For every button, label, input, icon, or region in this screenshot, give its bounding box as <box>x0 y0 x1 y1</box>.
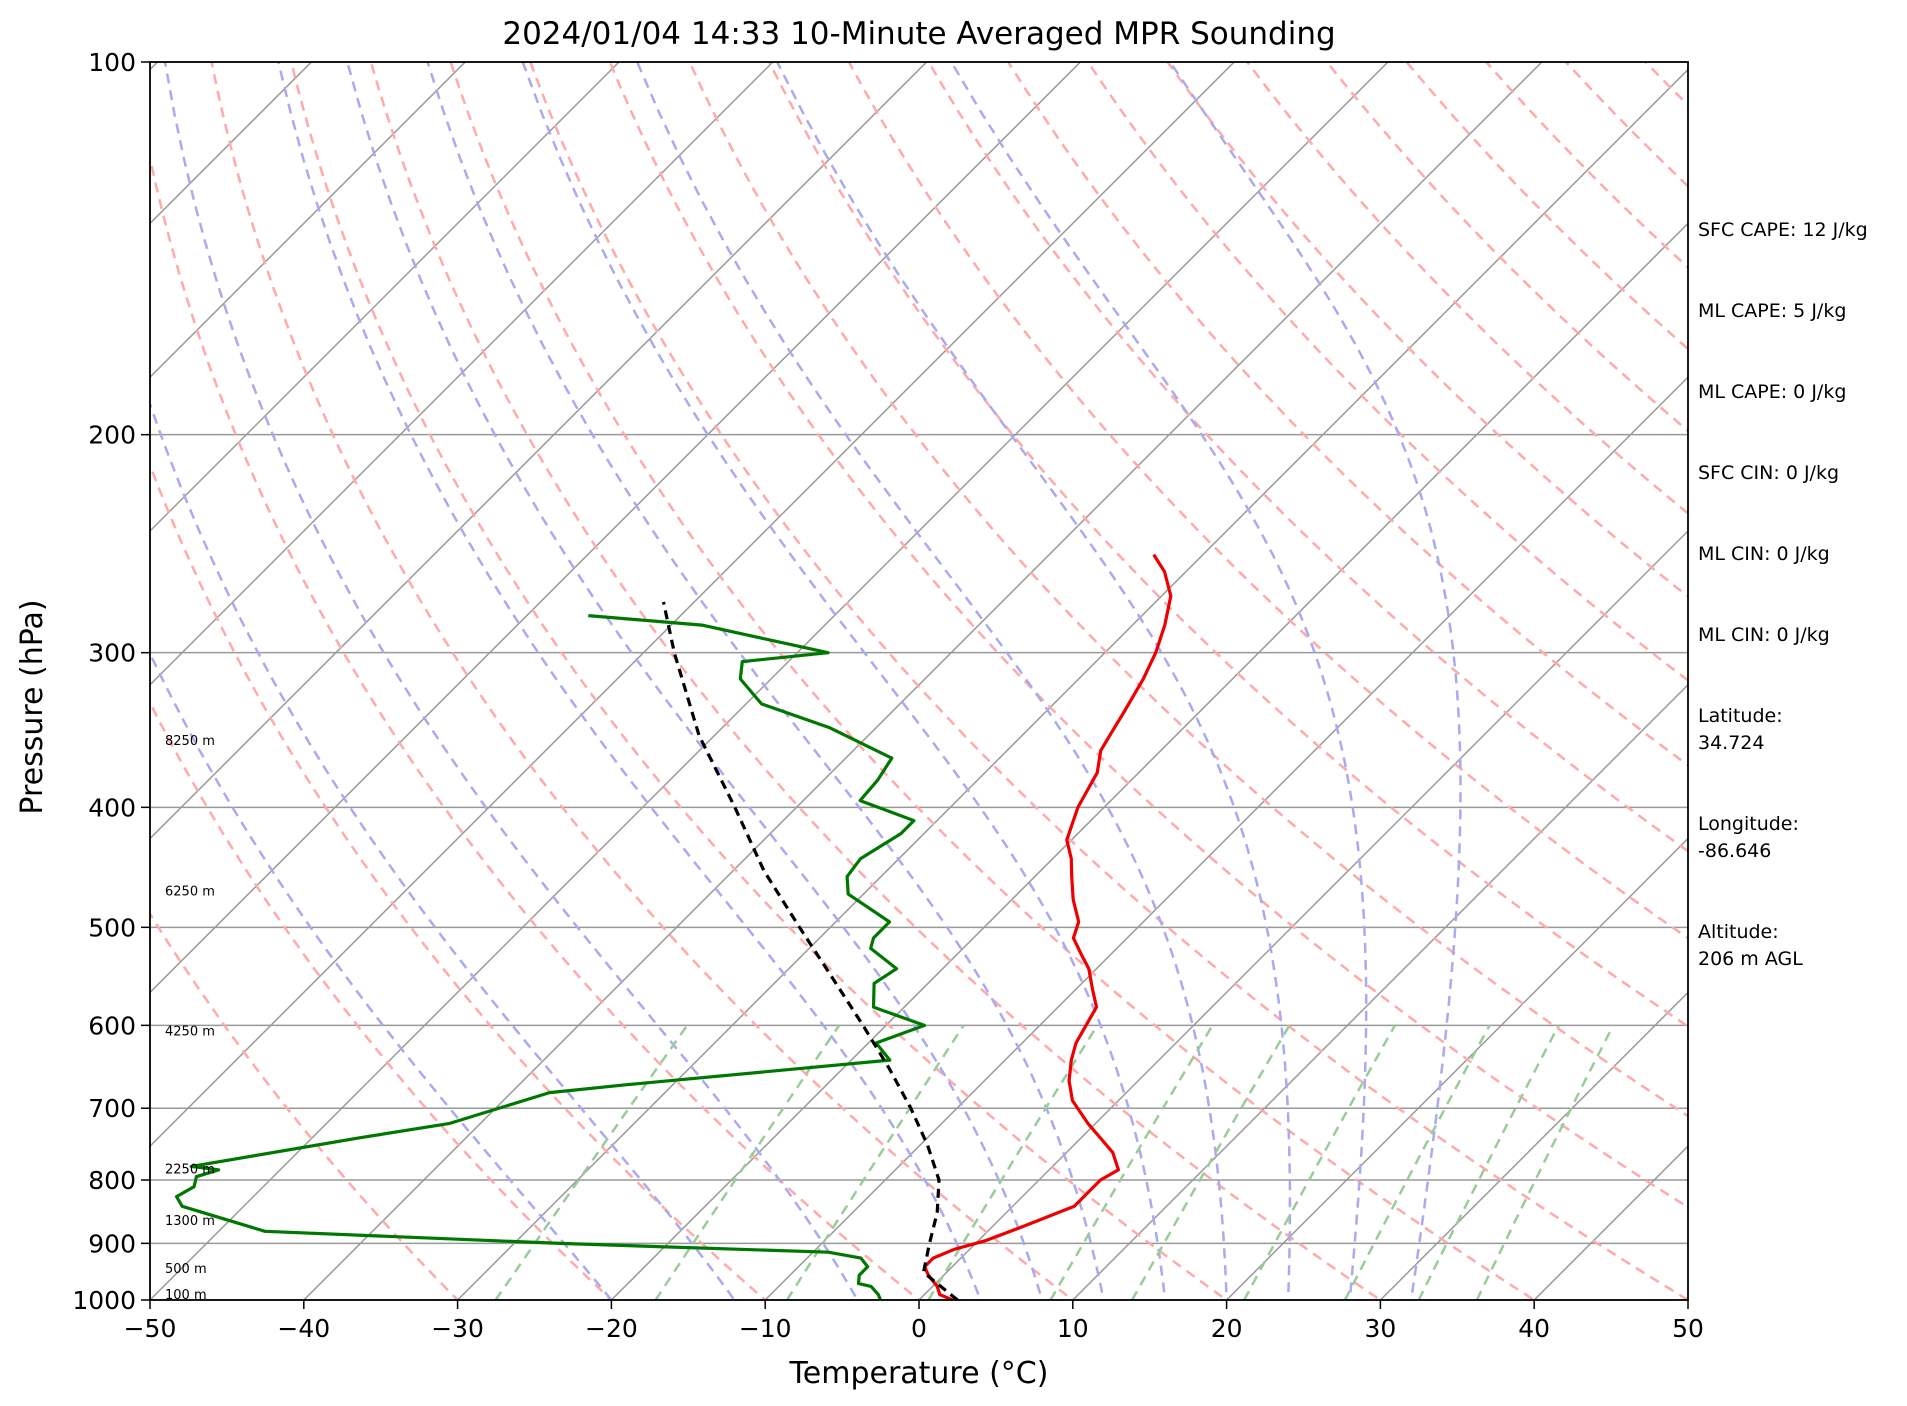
isotherm-line <box>917 529 1688 1300</box>
moist-adiabat-line <box>163 62 859 1300</box>
info-sfc-cape: SFC CAPE: 12 J/kg <box>1698 219 1868 241</box>
isotherm-line <box>764 376 1688 1300</box>
x-tick-label: 20 <box>1211 1314 1243 1343</box>
mixing-ratio-line <box>1343 1024 1491 1300</box>
height-label: 500 m <box>165 1262 207 1277</box>
dry-adiabat-line <box>290 62 1229 1300</box>
isotherm-line <box>610 222 1688 1300</box>
sounding-info: SFC CAPE: 12 J/kg ML CAPE: 5 J/kg ML CAP… <box>1698 190 1868 1027</box>
height-label: 4250 m <box>165 1025 215 1040</box>
moist-adiabat-line <box>426 62 1105 1300</box>
mixing-ratio-line <box>927 1024 1099 1300</box>
dewpoint-profile-line <box>174 614 927 1300</box>
temperature-profile-line <box>923 553 1173 1300</box>
info-ml-cape-2: ML CAPE: 0 J/kg <box>1698 381 1847 403</box>
dry-adiabat-line <box>608 62 1688 1209</box>
x-tick-label: −10 <box>739 1314 792 1343</box>
x-tick-label: −20 <box>585 1314 638 1343</box>
isotherm-line <box>150 62 774 686</box>
isotherm-line <box>150 62 313 225</box>
moist-adiabat-line <box>150 650 614 1300</box>
y-tick-label: 100 <box>88 48 136 77</box>
moist-adiabat-line <box>776 62 1292 1300</box>
height-label: 6250 m <box>165 885 215 900</box>
moist-adiabat-line <box>521 62 1167 1300</box>
x-tick-label: −40 <box>277 1314 330 1343</box>
info-latitude: Latitude: 34.724 <box>1698 705 1783 754</box>
y-tick-label: 1000 <box>72 1286 136 1315</box>
mixing-ratio-line <box>1417 1024 1560 1300</box>
mixing-ratio-line <box>494 1024 689 1300</box>
y-tick-label: 800 <box>88 1166 136 1195</box>
isotherm-line <box>150 62 1082 994</box>
y-tick-label: 200 <box>88 421 136 450</box>
isotherm-line <box>1225 837 1688 1300</box>
dry-adiabat-line <box>150 152 921 1300</box>
moist-adiabat-line <box>950 62 1368 1300</box>
mixing-ratio-line <box>785 1024 965 1300</box>
x-axis-label: Temperature (°C) <box>789 1356 1049 1391</box>
dry-adiabat-line <box>449 62 1537 1300</box>
moist-adiabat-line <box>150 400 736 1300</box>
moist-adiabat-line <box>1169 62 1462 1300</box>
dry-adiabat-line <box>210 62 1075 1300</box>
dry-adiabat-line <box>528 62 1688 1300</box>
moist-adiabat-line <box>277 62 982 1300</box>
height-label: 8250 m <box>165 734 215 749</box>
info-ml-cin-2: ML CIN: 0 J/kg <box>1698 624 1830 646</box>
isotherm-line <box>150 62 621 533</box>
x-tick-label: 0 <box>911 1314 927 1343</box>
y-axis-label: Pressure (hPa) <box>15 599 50 814</box>
x-tick-label: 40 <box>1518 1314 1550 1343</box>
isotherm-line <box>150 62 1236 1148</box>
x-tick-label: 50 <box>1672 1314 1704 1343</box>
mixing-ratio-line <box>1243 1024 1396 1300</box>
dry-adiabat-line <box>150 700 614 1300</box>
mixing-ratio-line <box>1475 1024 1615 1300</box>
y-tick-label: 500 <box>88 913 136 942</box>
x-tick-label: 30 <box>1364 1314 1396 1343</box>
chart-title: 2024/01/04 14:33 10-Minute Averaged MPR … <box>502 16 1335 52</box>
info-ml-cape: ML CAPE: 5 J/kg <box>1698 300 1847 322</box>
dry-adiabat-line <box>847 62 1688 940</box>
moist-adiabat-line <box>346 62 1044 1300</box>
dry-adiabat-line <box>150 461 768 1300</box>
y-tick-label: 400 <box>88 793 136 822</box>
info-altitude: Altitude: 206 m AGL <box>1698 921 1803 970</box>
mixing-ratio-line <box>1131 1024 1291 1300</box>
y-tick-label: 300 <box>88 639 136 668</box>
plot-area <box>150 62 1688 1300</box>
info-sfc-cin: SFC CIN: 0 J/kg <box>1698 462 1840 484</box>
dry-adiabat-line <box>150 911 460 1300</box>
height-label: 1300 m <box>165 1214 215 1229</box>
y-tick-label: 900 <box>88 1229 136 1258</box>
mixing-ratio-line <box>1049 1024 1214 1300</box>
info-longitude: Longitude: -86.646 <box>1698 813 1799 862</box>
isotherm-line <box>150 62 928 840</box>
parcel-path-line <box>661 601 959 1300</box>
x-tick-label: −50 <box>124 1314 177 1343</box>
x-tick-label: −30 <box>431 1314 484 1343</box>
height-label: 100 m <box>165 1288 207 1303</box>
info-ml-cin: ML CIN: 0 J/kg <box>1698 543 1830 565</box>
x-tick-label: 10 <box>1057 1314 1089 1343</box>
dry-adiabat-line <box>369 62 1383 1300</box>
y-tick-label: 700 <box>88 1094 136 1123</box>
moist-adiabat-line <box>636 62 1228 1300</box>
y-tick-label: 600 <box>88 1011 136 1040</box>
dry-adiabat-line <box>688 62 1688 1118</box>
isotherm-line <box>456 68 1688 1300</box>
isotherm-line <box>150 62 467 379</box>
isotherm-line <box>150 62 1390 1300</box>
mixing-ratio-line <box>654 1024 841 1300</box>
height-label: 2250 m <box>165 1162 215 1177</box>
